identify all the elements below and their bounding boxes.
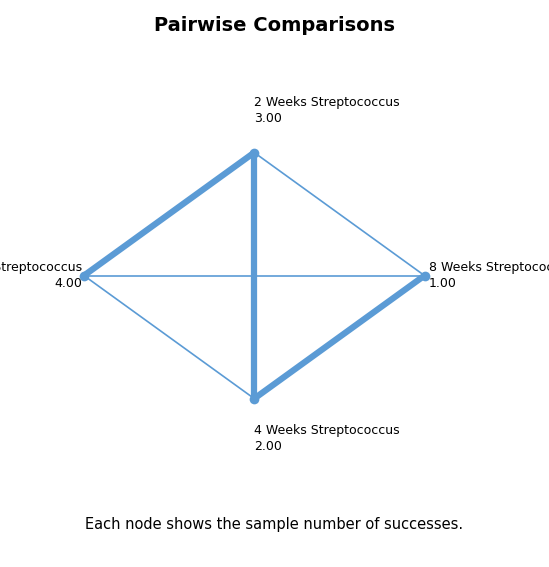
Text: Baseline Streptococcus
4.00: Baseline Streptococcus 4.00 (0, 261, 82, 290)
Title: Pairwise Comparisons: Pairwise Comparisons (154, 16, 395, 36)
Text: Each node shows the sample number of successes.: Each node shows the sample number of suc… (86, 517, 463, 532)
Text: 4 Weeks Streptococcus
2.00: 4 Weeks Streptococcus 2.00 (254, 424, 400, 454)
Text: 8 Weeks Streptococcus
1.00: 8 Weeks Streptococcus 1.00 (429, 261, 549, 290)
Text: 2 Weeks Streptococcus
3.00: 2 Weeks Streptococcus 3.00 (254, 96, 400, 125)
